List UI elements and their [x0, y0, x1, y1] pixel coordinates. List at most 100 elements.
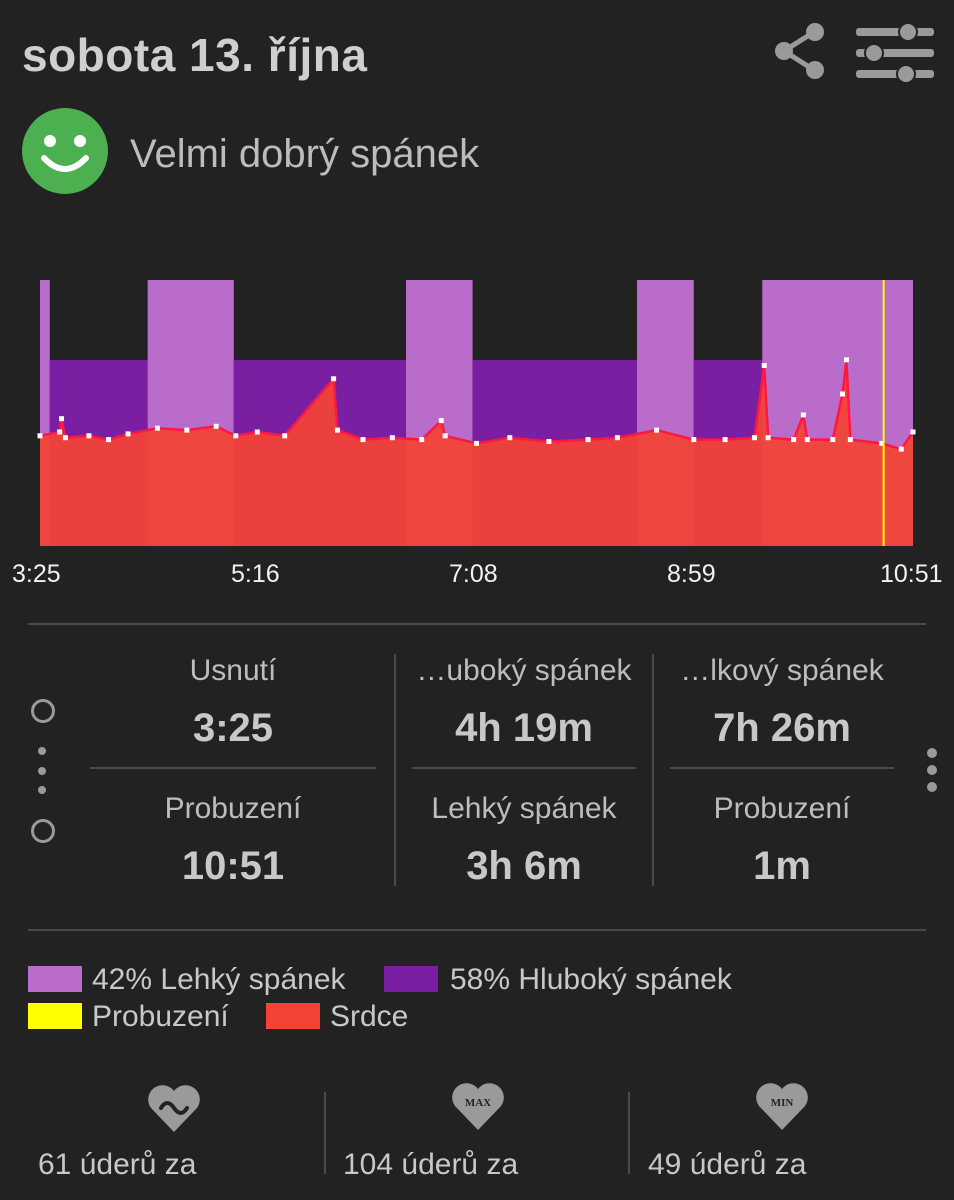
divider	[670, 767, 894, 769]
sleep-stage-light-0	[40, 280, 50, 546]
heart-rate-point-32	[800, 412, 806, 418]
heart-rate-point-21	[507, 435, 513, 441]
more-options-button[interactable]	[918, 748, 948, 796]
heart-rate-point-19	[442, 433, 448, 439]
x-tick-label: 7:08	[449, 560, 498, 588]
legend-swatch-awake	[28, 1003, 82, 1029]
pager-dot	[38, 786, 46, 794]
heart-rate-point-3	[62, 435, 68, 441]
legend-swatch-heart	[266, 1003, 320, 1029]
heart-rate-area	[40, 359, 913, 546]
heart-rate-point-34	[830, 437, 836, 443]
heart-rate-point-37	[847, 437, 853, 443]
heart-max-badge: MAX	[465, 1097, 491, 1109]
fall-asleep-value: 3:25	[192, 706, 274, 750]
heart-avg-text: 61 úderů za	[38, 1148, 197, 1181]
heart-rate-point-12	[282, 433, 288, 439]
x-tick-label: 5:16	[231, 560, 280, 588]
x-tick-label: 8:59	[667, 560, 716, 588]
heart-rate-point-26	[691, 437, 697, 443]
heart-rate-point-2	[59, 416, 65, 422]
heart-rate-point-6	[125, 431, 131, 437]
heart-rate-point-33	[804, 437, 810, 443]
divider	[412, 767, 636, 769]
heart-rate-point-8	[184, 427, 190, 433]
heart-rate-point-38	[879, 440, 885, 446]
heart-rate-point-25	[654, 427, 660, 433]
heart-rate-point-24	[614, 435, 620, 441]
heart-rate-point-15	[360, 437, 366, 443]
heart-min-text: 49 úderů za	[648, 1148, 807, 1181]
heart-rate-point-11	[254, 429, 260, 435]
heart-rate-point-4	[86, 433, 92, 439]
page-title: sobota 13. října	[22, 29, 368, 81]
share-icon	[775, 23, 824, 79]
heart-max-text: 104 úderů za	[343, 1148, 519, 1181]
x-tick-label: 10:51	[880, 560, 943, 588]
sleep-quality-label: Velmi dobrý spánek	[130, 132, 480, 176]
vertical-dots-icon	[927, 748, 937, 758]
scroll-top-indicator	[31, 699, 55, 723]
heart-rate-point-35	[840, 391, 846, 397]
heart-rate-point-7	[154, 425, 160, 431]
light-sleep-value: 3h 6m	[466, 844, 582, 888]
legend-deep: 58% Hluboký spánek	[450, 963, 732, 996]
column-divider	[324, 1092, 326, 1174]
light-sleep-label: Lehký spánek	[431, 792, 617, 825]
legend-light: 42% Lehký spánek	[92, 963, 346, 996]
settings-button[interactable]	[852, 20, 938, 86]
heart-rate-point-9	[213, 423, 219, 429]
fall-asleep-label: Usnutí	[189, 654, 277, 687]
awake-time-value: 1m	[753, 844, 811, 888]
deep-sleep-label: …uboký spánek	[416, 654, 632, 687]
column-divider	[652, 654, 654, 886]
column-divider	[394, 654, 396, 886]
sleep-quality-icon	[22, 108, 108, 194]
legend-awake: Probuzení	[92, 1000, 229, 1033]
heart-rate-point-36	[843, 357, 849, 363]
heart-rate-point-31	[791, 437, 797, 443]
heart-rate-point-28	[751, 435, 757, 441]
sleep-chart	[37, 280, 916, 546]
vertical-dots-icon	[927, 765, 937, 775]
sliders-icon	[856, 22, 934, 84]
heart-max-icon: MAX	[450, 1080, 506, 1137]
heart-rate-point-16	[389, 435, 395, 441]
heart-rate-point-29	[761, 363, 767, 368]
pager-dot	[38, 767, 46, 775]
wake-label: Probuzení	[164, 792, 302, 825]
divider	[28, 623, 926, 625]
total-sleep-value: 7h 26m	[713, 706, 851, 750]
heart-rate-point-0	[37, 433, 43, 439]
heart-rate-point-13	[331, 376, 337, 382]
heart-rate-point-17	[419, 437, 425, 443]
heart-rate-point-22	[546, 439, 552, 444]
divider	[90, 767, 376, 769]
column-divider	[628, 1092, 630, 1174]
legend-swatch-deep	[384, 966, 438, 992]
total-sleep-label: …lkový spánek	[680, 654, 884, 687]
scroll-bottom-indicator	[31, 819, 55, 843]
heart-rate-point-30	[765, 435, 771, 441]
divider	[28, 929, 926, 931]
wake-value: 10:51	[181, 844, 285, 888]
smiley-face-icon	[22, 108, 108, 194]
heart-rate-point-39	[898, 446, 904, 452]
heart-min-badge: MIN	[771, 1097, 794, 1109]
heart-rate-point-18	[438, 418, 444, 424]
heart-avg-icon	[146, 1082, 202, 1139]
heart-rate-point-23	[585, 437, 591, 443]
heart-wave-icon	[148, 1085, 200, 1132]
heart-min-icon: MIN	[754, 1080, 810, 1137]
heart-rate-point-40	[910, 429, 916, 435]
vertical-dots-icon	[927, 782, 937, 792]
awake-time-label: Probuzení	[713, 792, 851, 825]
deep-sleep-value: 4h 19m	[455, 706, 593, 750]
heart-rate-point-10	[233, 433, 239, 439]
x-tick-label: 3:25	[12, 560, 61, 588]
share-button[interactable]	[770, 20, 830, 82]
heart-rate-point-14	[335, 427, 341, 433]
legend-swatch-light	[28, 966, 82, 992]
heart-rate-point-20	[474, 440, 479, 446]
legend-heart: Srdce	[330, 1000, 409, 1033]
